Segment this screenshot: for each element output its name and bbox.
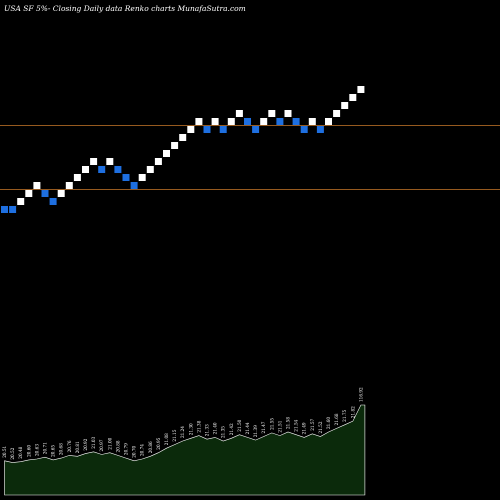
- volume-label: 20.70: [132, 445, 137, 457]
- down-brick: [1, 206, 8, 213]
- up-brick: [17, 198, 25, 205]
- up-brick: [106, 158, 114, 165]
- volume-label: 20.76: [67, 440, 72, 452]
- down-brick: [300, 126, 308, 133]
- volume-fill: [4, 404, 366, 496]
- up-brick: [357, 86, 365, 93]
- up-brick: [57, 190, 65, 197]
- volume-label: 20.48: [18, 446, 23, 458]
- down-brick: [41, 190, 49, 197]
- up-brick: [349, 94, 357, 101]
- volume-label: 21.82: [350, 406, 355, 418]
- up-brick: [154, 158, 162, 165]
- volume-label: 20.79: [124, 443, 129, 455]
- down-brick: [316, 126, 324, 133]
- volume-label: 21.40: [213, 422, 218, 434]
- volume-label: 20.51: [2, 445, 7, 457]
- volume-label: 21.08: [164, 433, 169, 445]
- up-brick: [25, 190, 33, 197]
- up-brick: [308, 118, 316, 125]
- volume-label: 20.97: [99, 439, 104, 451]
- volume-label: 21.30: [188, 423, 193, 435]
- down-brick: [114, 166, 122, 173]
- up-brick: [179, 134, 187, 141]
- volume-label: 116.92: [358, 387, 363, 402]
- volume-label: 21.75: [342, 409, 347, 421]
- volume-label: 20.68: [59, 443, 64, 455]
- volume-label: 21.50: [237, 419, 242, 431]
- down-brick: [244, 118, 251, 125]
- up-brick: [65, 182, 73, 189]
- volume-label: 21.54: [294, 419, 299, 431]
- volume-label: 21.55: [269, 418, 274, 430]
- up-brick: [82, 166, 89, 173]
- volume-label: 21.42: [229, 423, 234, 435]
- up-brick: [268, 110, 276, 117]
- volume-label: 21.35: [221, 426, 226, 438]
- volume-label: 21.49: [302, 422, 307, 434]
- volume-label: 21.15: [172, 429, 177, 441]
- up-brick: [341, 102, 349, 109]
- up-brick: [187, 126, 195, 133]
- volume-label: 21.39: [253, 425, 258, 437]
- up-brick: [235, 110, 243, 117]
- volume-label: 20.65: [51, 445, 56, 457]
- up-brick: [227, 118, 235, 125]
- volume-label: 21.33: [205, 424, 210, 436]
- up-brick: [284, 110, 292, 117]
- down-brick: [219, 126, 227, 133]
- up-brick: [146, 166, 154, 173]
- up-brick: [138, 174, 146, 181]
- volume-label: 20.74: [140, 444, 145, 456]
- up-brick: [171, 142, 179, 149]
- down-brick: [98, 166, 106, 173]
- volume-label: 20.95: [156, 437, 161, 449]
- up-brick: [195, 118, 203, 125]
- down-brick: [9, 206, 17, 213]
- volume-label: 20.92: [83, 438, 88, 450]
- volume-area: 20.51 20.52 20.48 20.60 20.63 20.71 20.65 20.68…: [2, 387, 366, 496]
- reference-lines: [0, 125, 500, 190]
- down-brick: [276, 118, 284, 125]
- up-brick: [90, 158, 98, 165]
- volume-label: 20.81: [75, 441, 80, 453]
- volume-label: 21.44: [245, 422, 250, 434]
- volume-label: 21.00: [107, 437, 112, 449]
- volume-label: 21.51: [277, 420, 282, 432]
- up-brick: [325, 118, 332, 125]
- down-brick: [203, 126, 211, 133]
- volume-label: 20.60: [26, 445, 31, 457]
- down-brick: [130, 182, 138, 189]
- volume-label: 21.47: [261, 421, 266, 433]
- up-brick: [163, 150, 170, 157]
- volume-label: 20.71: [43, 442, 48, 454]
- volume-label: 21.52: [318, 421, 323, 433]
- volume-label: 20.88: [115, 440, 120, 452]
- volume-label: 21.24: [180, 426, 185, 438]
- volume-label: 21.03: [91, 436, 96, 448]
- chart-title: USA SF 5%- Closing Daily data Renko char…: [4, 4, 246, 13]
- volume-label: 21.68: [334, 413, 339, 425]
- volume-label: 21.57: [310, 418, 315, 430]
- volume-label: 21.38: [196, 420, 201, 432]
- up-brick: [260, 118, 268, 125]
- up-brick: [333, 110, 341, 117]
- down-brick: [122, 174, 130, 181]
- volume-label: 21.58: [286, 417, 291, 429]
- volume-label: 20.63: [34, 444, 39, 456]
- volume-label: 20.86: [148, 441, 153, 453]
- up-brick: [211, 118, 219, 125]
- volume-label: 20.52: [10, 447, 15, 459]
- volume-label: 21.60: [326, 417, 331, 429]
- up-brick: [33, 182, 41, 189]
- renko-bricks: [1, 86, 365, 213]
- down-brick: [49, 198, 57, 205]
- up-brick: [73, 174, 81, 181]
- down-brick: [252, 126, 260, 133]
- down-brick: [292, 118, 300, 125]
